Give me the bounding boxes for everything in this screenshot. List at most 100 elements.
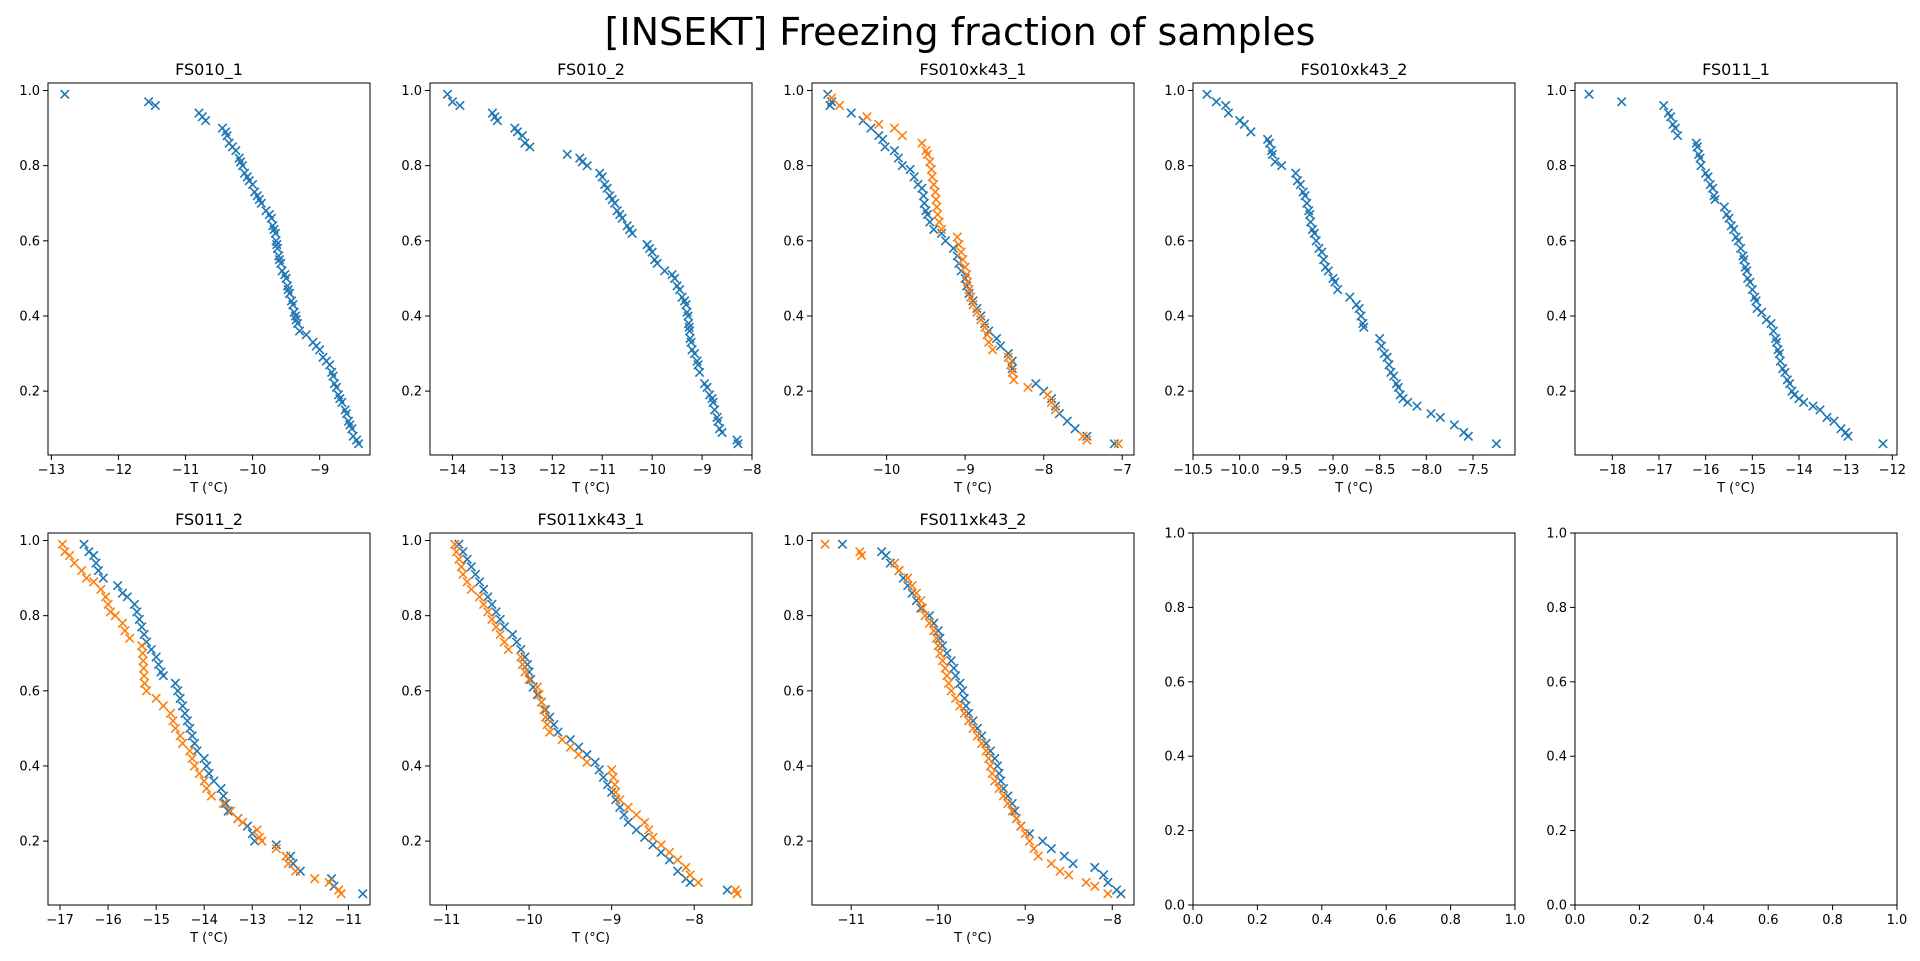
x-tick-label: 0.4 [1311,913,1332,928]
data-point [122,592,133,602]
data-point [1202,89,1212,100]
data-point [956,247,966,257]
subplot-title: FS010_1 [175,60,243,80]
axes-frame [1574,82,1898,456]
data-point [631,825,642,835]
data-point [520,652,530,662]
data-point [950,671,961,681]
axes-frame [429,82,753,456]
series-1 [60,89,364,449]
data-point [1050,405,1061,415]
data-point [713,416,723,426]
data-point [1724,213,1734,224]
data-point [962,277,973,287]
y-tick-label: 0.4 [19,759,40,774]
data-point [987,345,998,355]
data-point [608,772,619,783]
data-point [948,243,959,254]
data-point [684,322,694,333]
data-point [336,888,346,899]
data-point [1082,431,1092,441]
data-point [231,145,241,156]
data-point [905,164,915,175]
data-point [1300,190,1310,201]
x-tick-label: −9 [602,913,621,928]
data-point [1356,311,1366,321]
data-point [916,595,926,606]
data-point [964,284,974,295]
x-tick-label: −8 [1034,463,1053,478]
data-point [182,716,193,726]
data-point [282,281,293,291]
x-tick-label: −11 [172,463,199,478]
data-point [1109,438,1120,449]
data-point [185,746,195,756]
data-point [478,599,489,610]
data-point [281,851,291,861]
data-point [922,149,933,160]
x-tick-label: −9 [1016,913,1035,928]
data-point [474,592,485,602]
data-point [218,798,229,809]
data-point [846,108,857,118]
data-point [656,840,666,850]
data-point [957,686,968,696]
x-tick-label: −10 [873,463,900,478]
data-point [1024,828,1035,839]
data-point [177,738,188,749]
y-tick-label: 0.8 [1164,601,1185,616]
data-point [982,329,992,340]
y-tick-label: 1.0 [19,84,40,99]
x-tick-label: −11 [335,913,362,928]
data-point [916,603,926,613]
data-point [681,299,691,310]
data-point [553,727,563,737]
data-point [927,172,937,182]
data-point [606,764,617,775]
data-point [946,686,957,696]
data-point [517,130,528,141]
data-point [532,682,543,692]
y-tick-label: 0.6 [1164,675,1185,690]
x-tick-label: −17 [1645,463,1672,478]
x-tick-label: −15 [142,913,169,928]
data-point [1005,360,1016,370]
data-point [664,847,675,858]
axes-frame [47,532,371,906]
data-point [669,273,680,284]
data-point [1330,277,1340,287]
data-point [170,723,181,734]
data-point [897,160,908,171]
data-point [717,427,727,438]
data-point [139,671,149,681]
data-point [1829,416,1839,426]
data-point [1426,408,1436,419]
data-point [631,810,642,820]
data-point [88,577,99,587]
data-point [1665,112,1676,122]
data-point [1031,378,1041,389]
data-point [877,134,888,145]
data-point [834,100,845,111]
data-point [544,712,555,722]
data-point [582,749,592,760]
x-tick-label: 0.0 [1183,913,1204,928]
data-point [597,172,607,182]
data-point [324,877,334,888]
data-point [902,580,913,591]
data-point [1798,397,1809,408]
data-point [91,558,101,568]
data-point [1003,791,1013,801]
data-point [685,877,695,888]
data-point [976,314,986,325]
x-tick-label: −8.5 [1364,463,1396,478]
data-point [1305,217,1316,227]
x-tick-label: −9.5 [1271,463,1303,478]
data-point [1751,296,1761,306]
subplot-1: FS010_1 0.2 0.4 0.6 0.8 1.0 −13 −12 −11 −10 −9 T (°… [19,60,371,496]
x-tick-label: 0.6 [1376,913,1397,928]
data-point [573,742,584,752]
data-point [192,746,202,756]
x-tick-label: −7 [1113,463,1132,478]
data-point [1211,97,1222,107]
